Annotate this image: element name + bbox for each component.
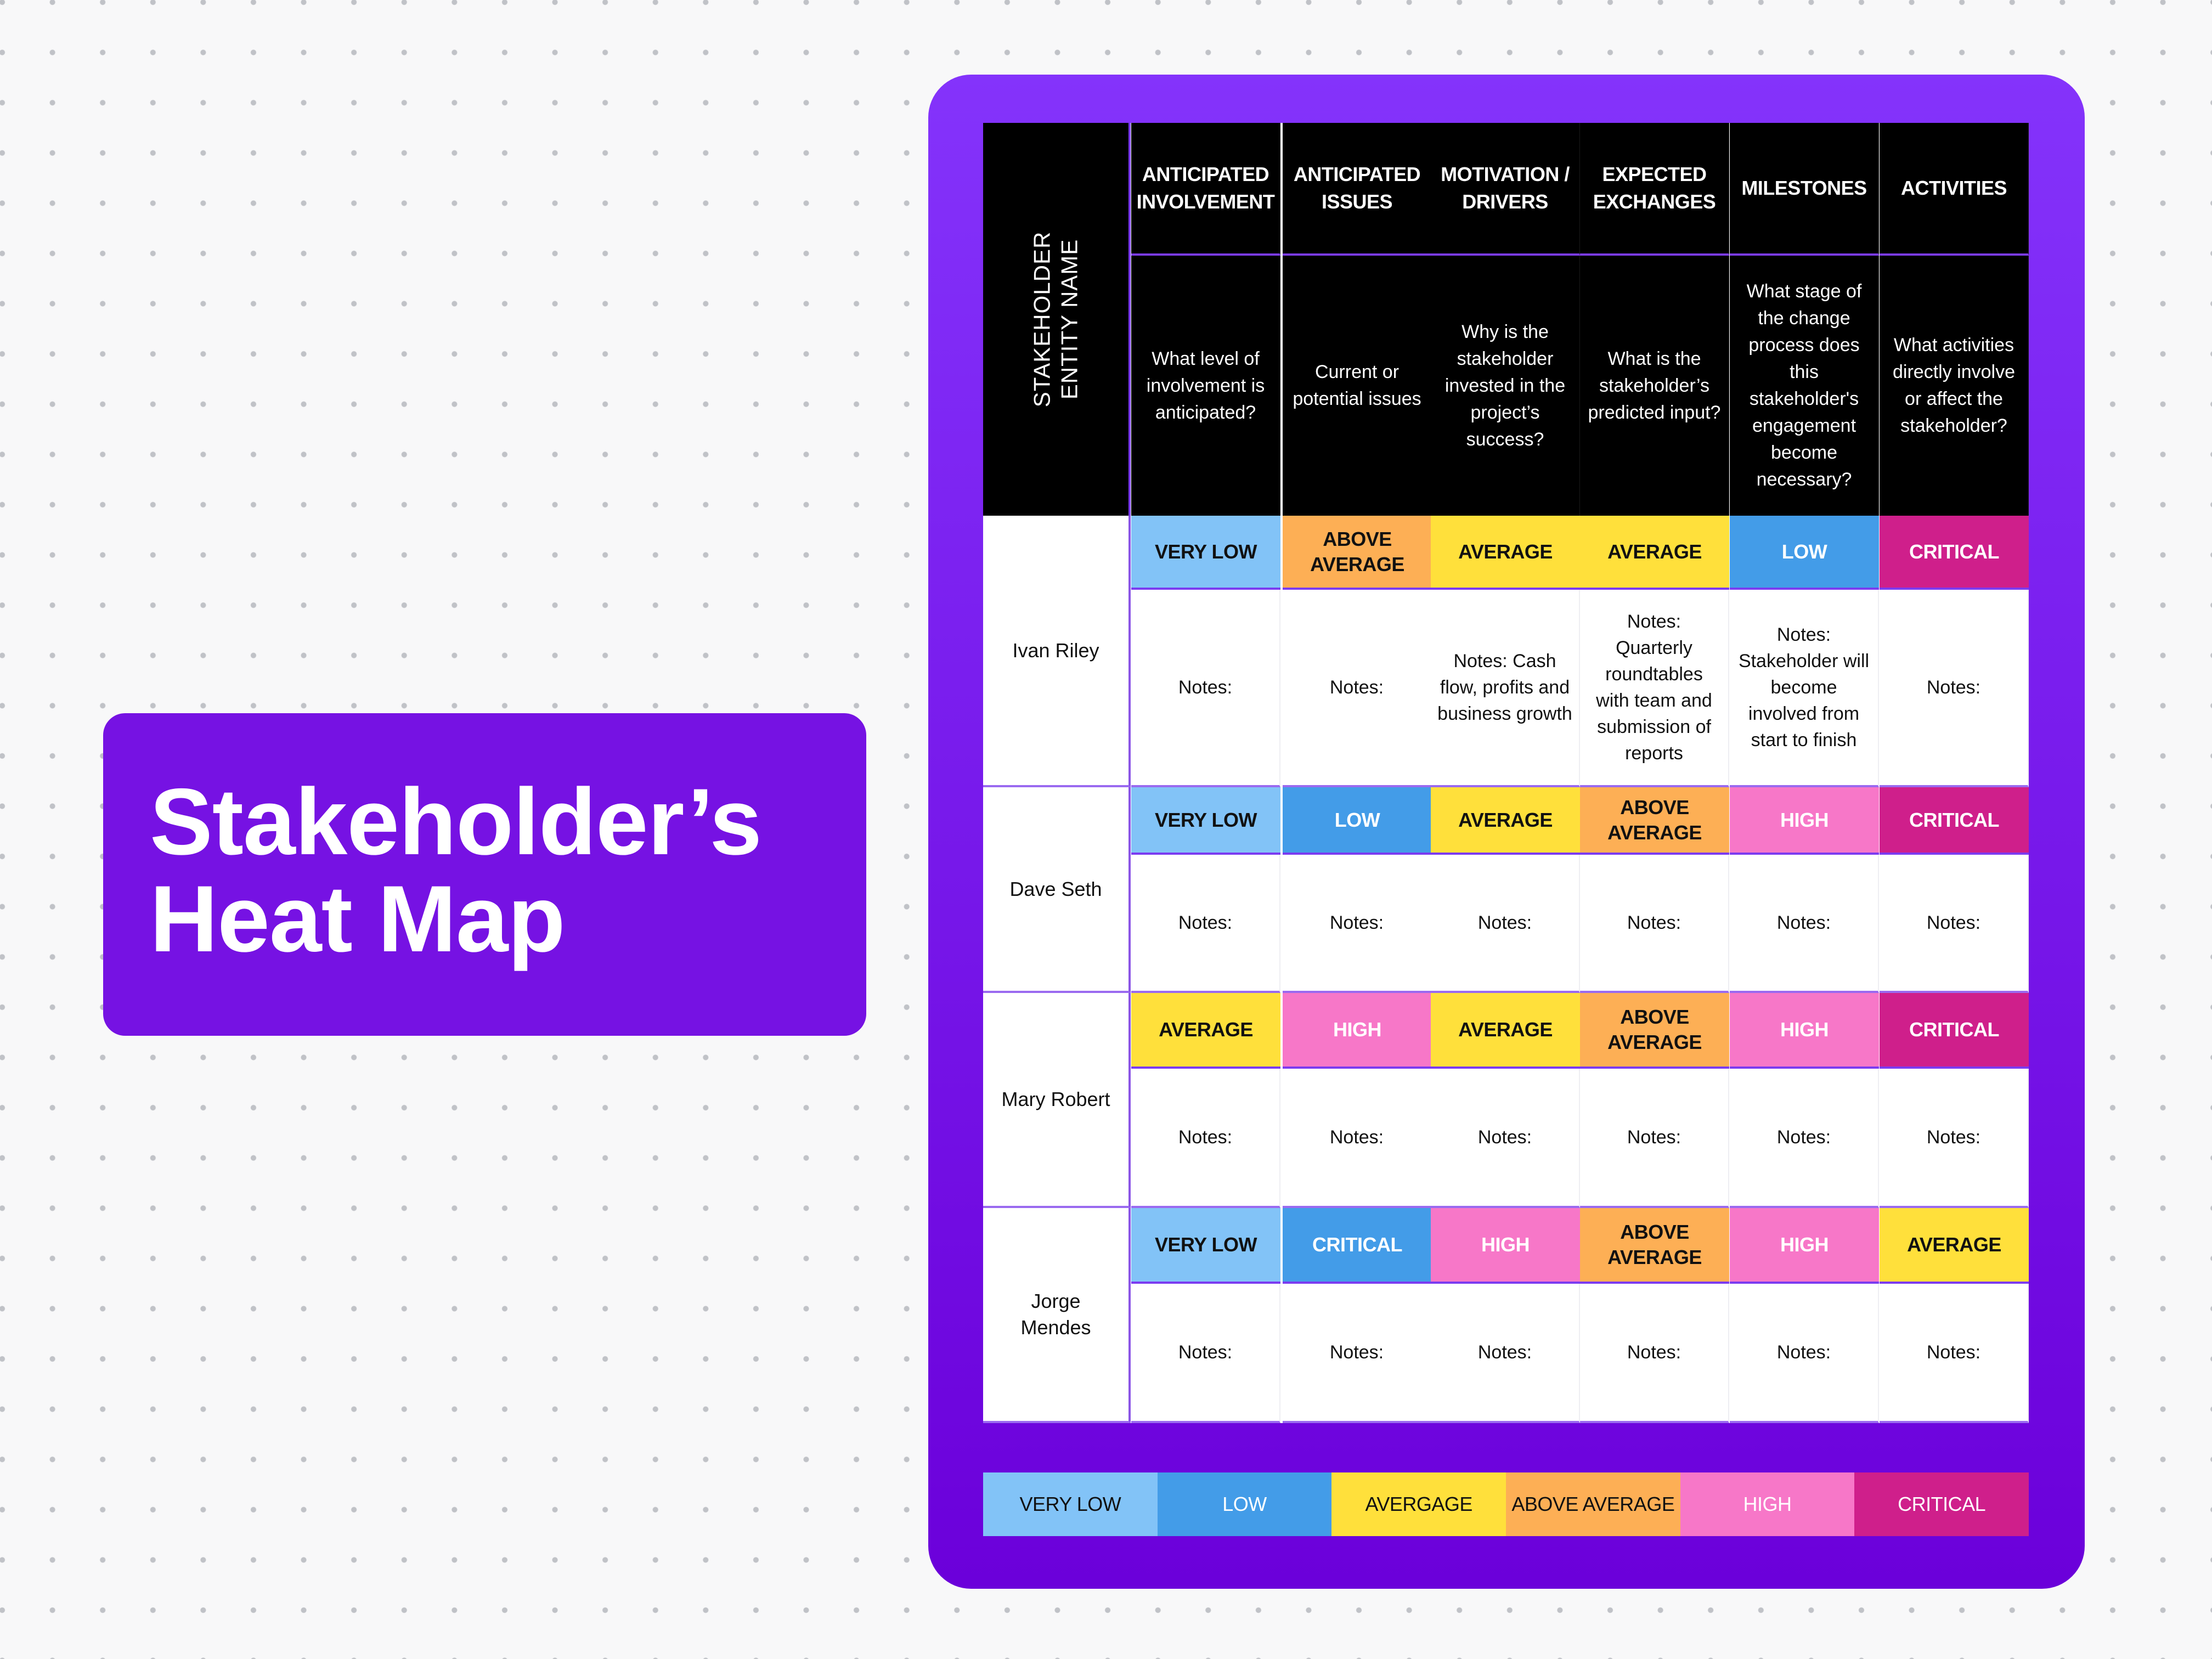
- column-question-2: Current or potential issues: [1283, 256, 1432, 516]
- heat-level-cell[interactable]: CRITICAL: [1880, 787, 2029, 855]
- heat-level-cell[interactable]: ABOVE AVERAGE: [1580, 1208, 1729, 1284]
- heatmap-table: STAKEHOLDER ENTITY NAME ANTICIPATED INVO…: [983, 123, 2029, 1423]
- legend-item-very-low: VERY LOW: [983, 1472, 1158, 1536]
- stakeholder-name: Ivan Riley: [983, 516, 1131, 787]
- notes-cell[interactable]: Notes:: [1431, 1284, 1580, 1423]
- legend-item-high: HIGH: [1680, 1472, 1855, 1536]
- column-header-5: MILESTONES: [1730, 123, 1879, 256]
- notes-cell[interactable]: Notes:: [1283, 1284, 1432, 1423]
- heat-level-cell[interactable]: AVERAGE: [1880, 1208, 2029, 1284]
- heat-level-cell[interactable]: HIGH: [1283, 993, 1432, 1069]
- notes-cell[interactable]: Notes:: [1880, 1069, 2029, 1208]
- notes-cell[interactable]: Notes:: [1580, 855, 1729, 993]
- heat-level-cell[interactable]: ABOVE AVERAGE: [1580, 993, 1729, 1069]
- column-header-2: ANTICIPATED ISSUES: [1283, 123, 1432, 256]
- stakeholder-name-header: STAKEHOLDER ENTITY NAME: [983, 123, 1131, 516]
- heat-level-cell[interactable]: LOW: [1730, 516, 1879, 590]
- column-header-1: ANTICIPATED INVOLVEMENT: [1131, 123, 1280, 256]
- heat-level-cell[interactable]: AVERAGE: [1580, 516, 1729, 590]
- heat-level-cell[interactable]: HIGH: [1730, 993, 1879, 1069]
- notes-cell[interactable]: Notes:: [1880, 1284, 2029, 1423]
- notes-cell[interactable]: Notes:: [1283, 590, 1432, 787]
- notes-cell[interactable]: Notes:: [1880, 855, 2029, 993]
- heat-level-cell[interactable]: CRITICAL: [1880, 993, 2029, 1069]
- stakeholder-name-header-line-2: ENTITY NAME: [1056, 239, 1082, 400]
- notes-cell[interactable]: Notes:: [1730, 1069, 1879, 1208]
- column-header-6: ACTIVITIES: [1880, 123, 2029, 256]
- column-question-6: What activities directly involve or affe…: [1880, 256, 2029, 516]
- legend-item-average: AVERGAGE: [1331, 1472, 1506, 1536]
- page-title-line-2: Heat Map: [150, 866, 566, 972]
- notes-cell[interactable]: Notes:: [1730, 1284, 1879, 1423]
- heat-level-cell[interactable]: ABOVE AVERAGE: [1580, 787, 1729, 855]
- column-question-5: What stage of the change process does th…: [1730, 256, 1879, 516]
- heat-level-cell[interactable]: HIGH: [1431, 1208, 1580, 1284]
- stakeholder-name: Mary Robert: [983, 993, 1131, 1208]
- notes-cell[interactable]: Notes:: [1730, 855, 1879, 993]
- notes-cell[interactable]: Notes:: [1283, 855, 1432, 993]
- stakeholder-name-header-line-1: STAKEHOLDER: [1029, 231, 1055, 408]
- heat-level-cell[interactable]: CRITICAL: [1283, 1208, 1432, 1284]
- page-title-line-1: Stakeholder’s: [150, 769, 762, 874]
- heat-level-cell[interactable]: AVERAGE: [1431, 787, 1580, 855]
- heat-level-cell[interactable]: AVERAGE: [1431, 993, 1580, 1069]
- notes-cell[interactable]: Notes:: [1431, 1069, 1580, 1208]
- notes-cell[interactable]: Notes:: [1880, 590, 2029, 787]
- legend-item-low: LOW: [1157, 1472, 1332, 1536]
- legend-item-critical: CRITICAL: [1854, 1472, 2029, 1536]
- page-title: Stakeholder’s Heat Map: [150, 769, 762, 972]
- stakeholder-name: Dave Seth: [983, 787, 1131, 993]
- heat-level-cell[interactable]: VERY LOW: [1131, 1208, 1280, 1284]
- column-question-1: What level of involvement is anticipated…: [1131, 256, 1280, 516]
- heat-level-cell[interactable]: AVERAGE: [1431, 516, 1580, 590]
- heat-level-cell[interactable]: CRITICAL: [1880, 516, 2029, 590]
- notes-cell[interactable]: Notes:: [1283, 1069, 1432, 1208]
- notes-cell[interactable]: Notes:: [1131, 590, 1280, 787]
- legend-item-above-average: ABOVE AVERAGE: [1506, 1472, 1680, 1536]
- heat-level-cell[interactable]: AVERAGE: [1131, 993, 1280, 1069]
- heat-level-cell[interactable]: HIGH: [1730, 787, 1879, 855]
- column-header-4: EXPECTED EXCHANGES: [1580, 123, 1729, 256]
- column-question-4: What is the stakeholder’s predicted inpu…: [1580, 256, 1729, 516]
- notes-cell[interactable]: Notes:: [1131, 855, 1280, 993]
- notes-cell[interactable]: Notes:: [1431, 855, 1580, 993]
- heat-level-cell[interactable]: VERY LOW: [1131, 516, 1280, 590]
- notes-cell[interactable]: Notes: Stakeholder will become involved …: [1730, 590, 1879, 787]
- title-card: Stakeholder’s Heat Map: [103, 713, 866, 1036]
- heat-level-cell[interactable]: VERY LOW: [1131, 787, 1280, 855]
- notes-cell[interactable]: Notes:: [1131, 1284, 1280, 1423]
- column-header-3: MOTIVATION / DRIVERS: [1431, 123, 1580, 256]
- notes-cell[interactable]: Notes:: [1580, 1069, 1729, 1208]
- column-question-3: Why is the stakeholder invested in the p…: [1431, 256, 1580, 516]
- legend: VERY LOW LOW AVERGAGE ABOVE AVERAGE HIGH CRIT…: [983, 1472, 2029, 1536]
- heat-level-cell[interactable]: LOW: [1283, 787, 1432, 855]
- stakeholder-name: Jorge Mendes: [983, 1208, 1131, 1423]
- heat-level-cell[interactable]: HIGH: [1730, 1208, 1879, 1284]
- notes-cell[interactable]: Notes:: [1580, 1284, 1729, 1423]
- heat-level-cell[interactable]: ABOVE AVERAGE: [1283, 516, 1432, 590]
- notes-cell[interactable]: Notes: Quarterly roundtables with team a…: [1580, 590, 1729, 787]
- notes-cell[interactable]: Notes:: [1131, 1069, 1280, 1208]
- notes-cell[interactable]: Notes: Cash flow, profits and business g…: [1431, 590, 1580, 787]
